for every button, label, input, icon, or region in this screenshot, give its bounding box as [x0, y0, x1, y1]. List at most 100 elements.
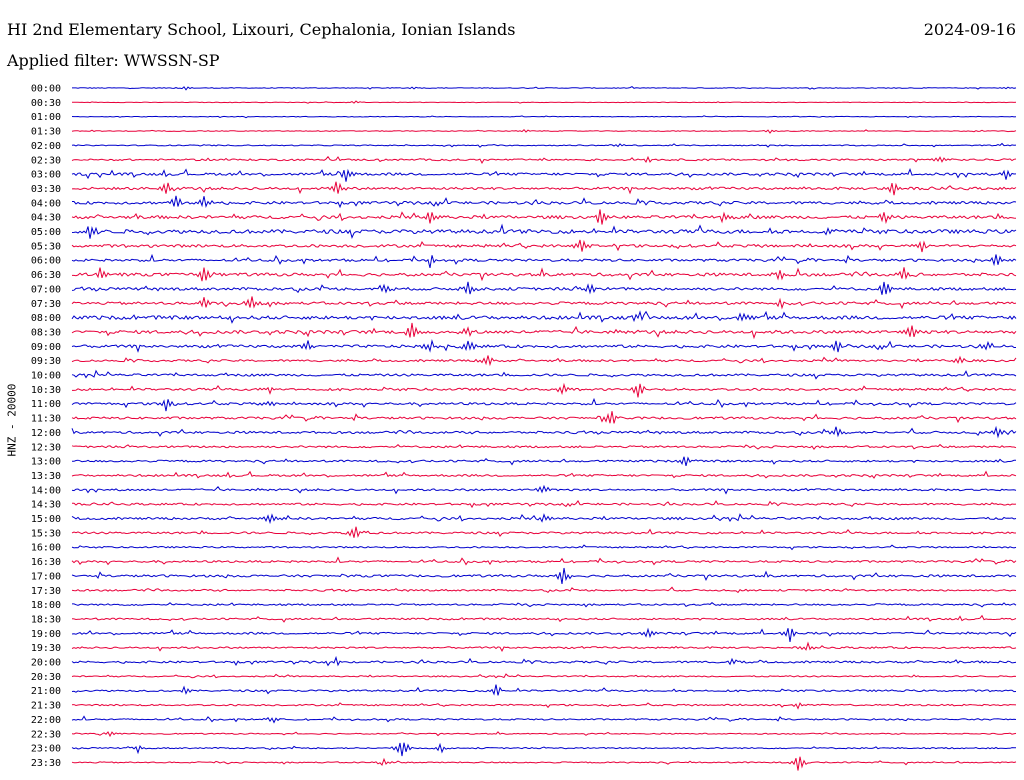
row-time-label: 05:30 — [31, 241, 61, 252]
record-date: 2024-09-16 — [923, 20, 1016, 39]
trace-line — [71, 168, 1017, 182]
row-time-label: 03:30 — [31, 184, 61, 195]
filter-label: Applied filter: WWSSN-SP — [7, 51, 220, 70]
trace-line — [71, 339, 1016, 353]
trace-line — [71, 142, 1017, 148]
row-time-label: 17:00 — [31, 571, 61, 582]
row-time-label: 04:00 — [31, 198, 61, 209]
trace-line — [71, 567, 1017, 584]
trace-line — [71, 513, 1017, 525]
trace-line — [71, 100, 1017, 104]
trace-line — [71, 128, 1017, 134]
station-title: HI 2nd Elementary School, Lixouri, Cepha… — [7, 20, 516, 39]
trace-line — [71, 702, 1017, 710]
trace-line — [71, 627, 1017, 642]
trace-line — [71, 209, 1017, 225]
trace-line — [71, 470, 1017, 479]
row-time-label: 02:30 — [31, 155, 61, 166]
row-time-label: 01:00 — [31, 112, 61, 123]
row-time-label: 13:00 — [31, 457, 61, 468]
trace-line — [71, 239, 1017, 253]
trace-line — [71, 673, 1017, 679]
trace-line — [71, 641, 1017, 652]
trace-line — [72, 602, 1017, 608]
row-time-label: 12:00 — [31, 428, 61, 439]
row-time-label: 23:30 — [31, 758, 61, 769]
row-time-label: 15:30 — [31, 528, 61, 539]
trace-line — [71, 684, 1017, 696]
trace-line — [71, 355, 1017, 367]
trace-line — [71, 115, 1017, 119]
trace-line — [71, 499, 1017, 509]
row-time-label: 11:00 — [31, 399, 61, 410]
trace-line — [71, 544, 1017, 551]
trace-line — [72, 195, 1017, 209]
row-time-label: 20:30 — [31, 672, 61, 683]
row-time-label: 08:00 — [31, 313, 61, 324]
row-time-label: 08:30 — [31, 327, 61, 338]
row-time-label: 07:00 — [31, 284, 61, 295]
row-time-label: 19:00 — [31, 629, 61, 640]
row-time-label: 06:00 — [31, 256, 61, 267]
row-time-label: 18:30 — [31, 614, 61, 625]
row-time-label: 09:00 — [31, 342, 61, 353]
row-time-label: 22:30 — [31, 729, 61, 740]
trace-line — [71, 296, 1017, 310]
trace-line — [71, 155, 1017, 165]
row-time-label: 17:30 — [31, 586, 61, 597]
trace-line — [71, 281, 1017, 295]
trace-line — [71, 614, 1017, 623]
row-time-label: 05:00 — [31, 227, 61, 238]
trace-line — [71, 731, 1017, 738]
trace-line — [71, 310, 1017, 324]
trace-line — [71, 556, 1017, 566]
row-time-label: 04:30 — [31, 213, 61, 224]
trace-line — [71, 456, 1016, 467]
row-time-label: 15:00 — [31, 514, 61, 525]
row-time-label: 19:30 — [31, 643, 61, 654]
trace-line — [71, 526, 1016, 538]
trace-line — [72, 86, 1017, 91]
trace-line — [71, 484, 1017, 495]
row-time-label: 00:00 — [31, 84, 61, 95]
row-time-label: 14:30 — [31, 500, 61, 511]
row-time-label: 00:30 — [31, 98, 61, 109]
row-time-label: 13:30 — [31, 471, 61, 482]
trace-line — [72, 382, 1017, 398]
row-time-label: 22:00 — [31, 715, 61, 726]
row-time-label: 21:30 — [31, 701, 61, 712]
trace-line — [71, 223, 1017, 239]
row-time-label: 12:30 — [31, 442, 61, 453]
row-time-label: 10:00 — [31, 371, 61, 382]
row-time-label: 09:30 — [31, 356, 61, 367]
row-time-label: 16:30 — [31, 557, 61, 568]
trace-line — [71, 322, 1017, 340]
row-time-label: 21:00 — [31, 686, 61, 697]
trace-line — [71, 756, 1017, 771]
row-time-label: 03:00 — [31, 170, 61, 181]
row-time-label: 23:00 — [31, 744, 61, 755]
trace-line — [71, 397, 1017, 412]
row-time-label: 02:00 — [31, 141, 61, 152]
row-time-label: 06:30 — [31, 270, 61, 281]
trace-line — [71, 411, 1017, 424]
trace-line — [72, 267, 1017, 282]
trace-line — [71, 181, 1017, 196]
trace-line — [71, 369, 1017, 380]
trace-line — [71, 443, 1017, 451]
trace-line — [71, 715, 1017, 724]
row-time-label: 14:00 — [31, 485, 61, 496]
row-time-label: 10:30 — [31, 385, 61, 396]
trace-line — [71, 742, 1017, 757]
row-time-label: 01:30 — [31, 127, 61, 138]
trace-line — [71, 425, 1017, 439]
trace-line — [71, 253, 1017, 269]
row-time-label: 11:30 — [31, 414, 61, 425]
row-time-label: 20:00 — [31, 658, 61, 669]
row-time-label: 07:30 — [31, 299, 61, 310]
row-time-label: 18:00 — [31, 600, 61, 611]
trace-line — [71, 586, 1017, 594]
row-time-label: 16:00 — [31, 543, 61, 554]
trace-line — [71, 655, 1017, 667]
